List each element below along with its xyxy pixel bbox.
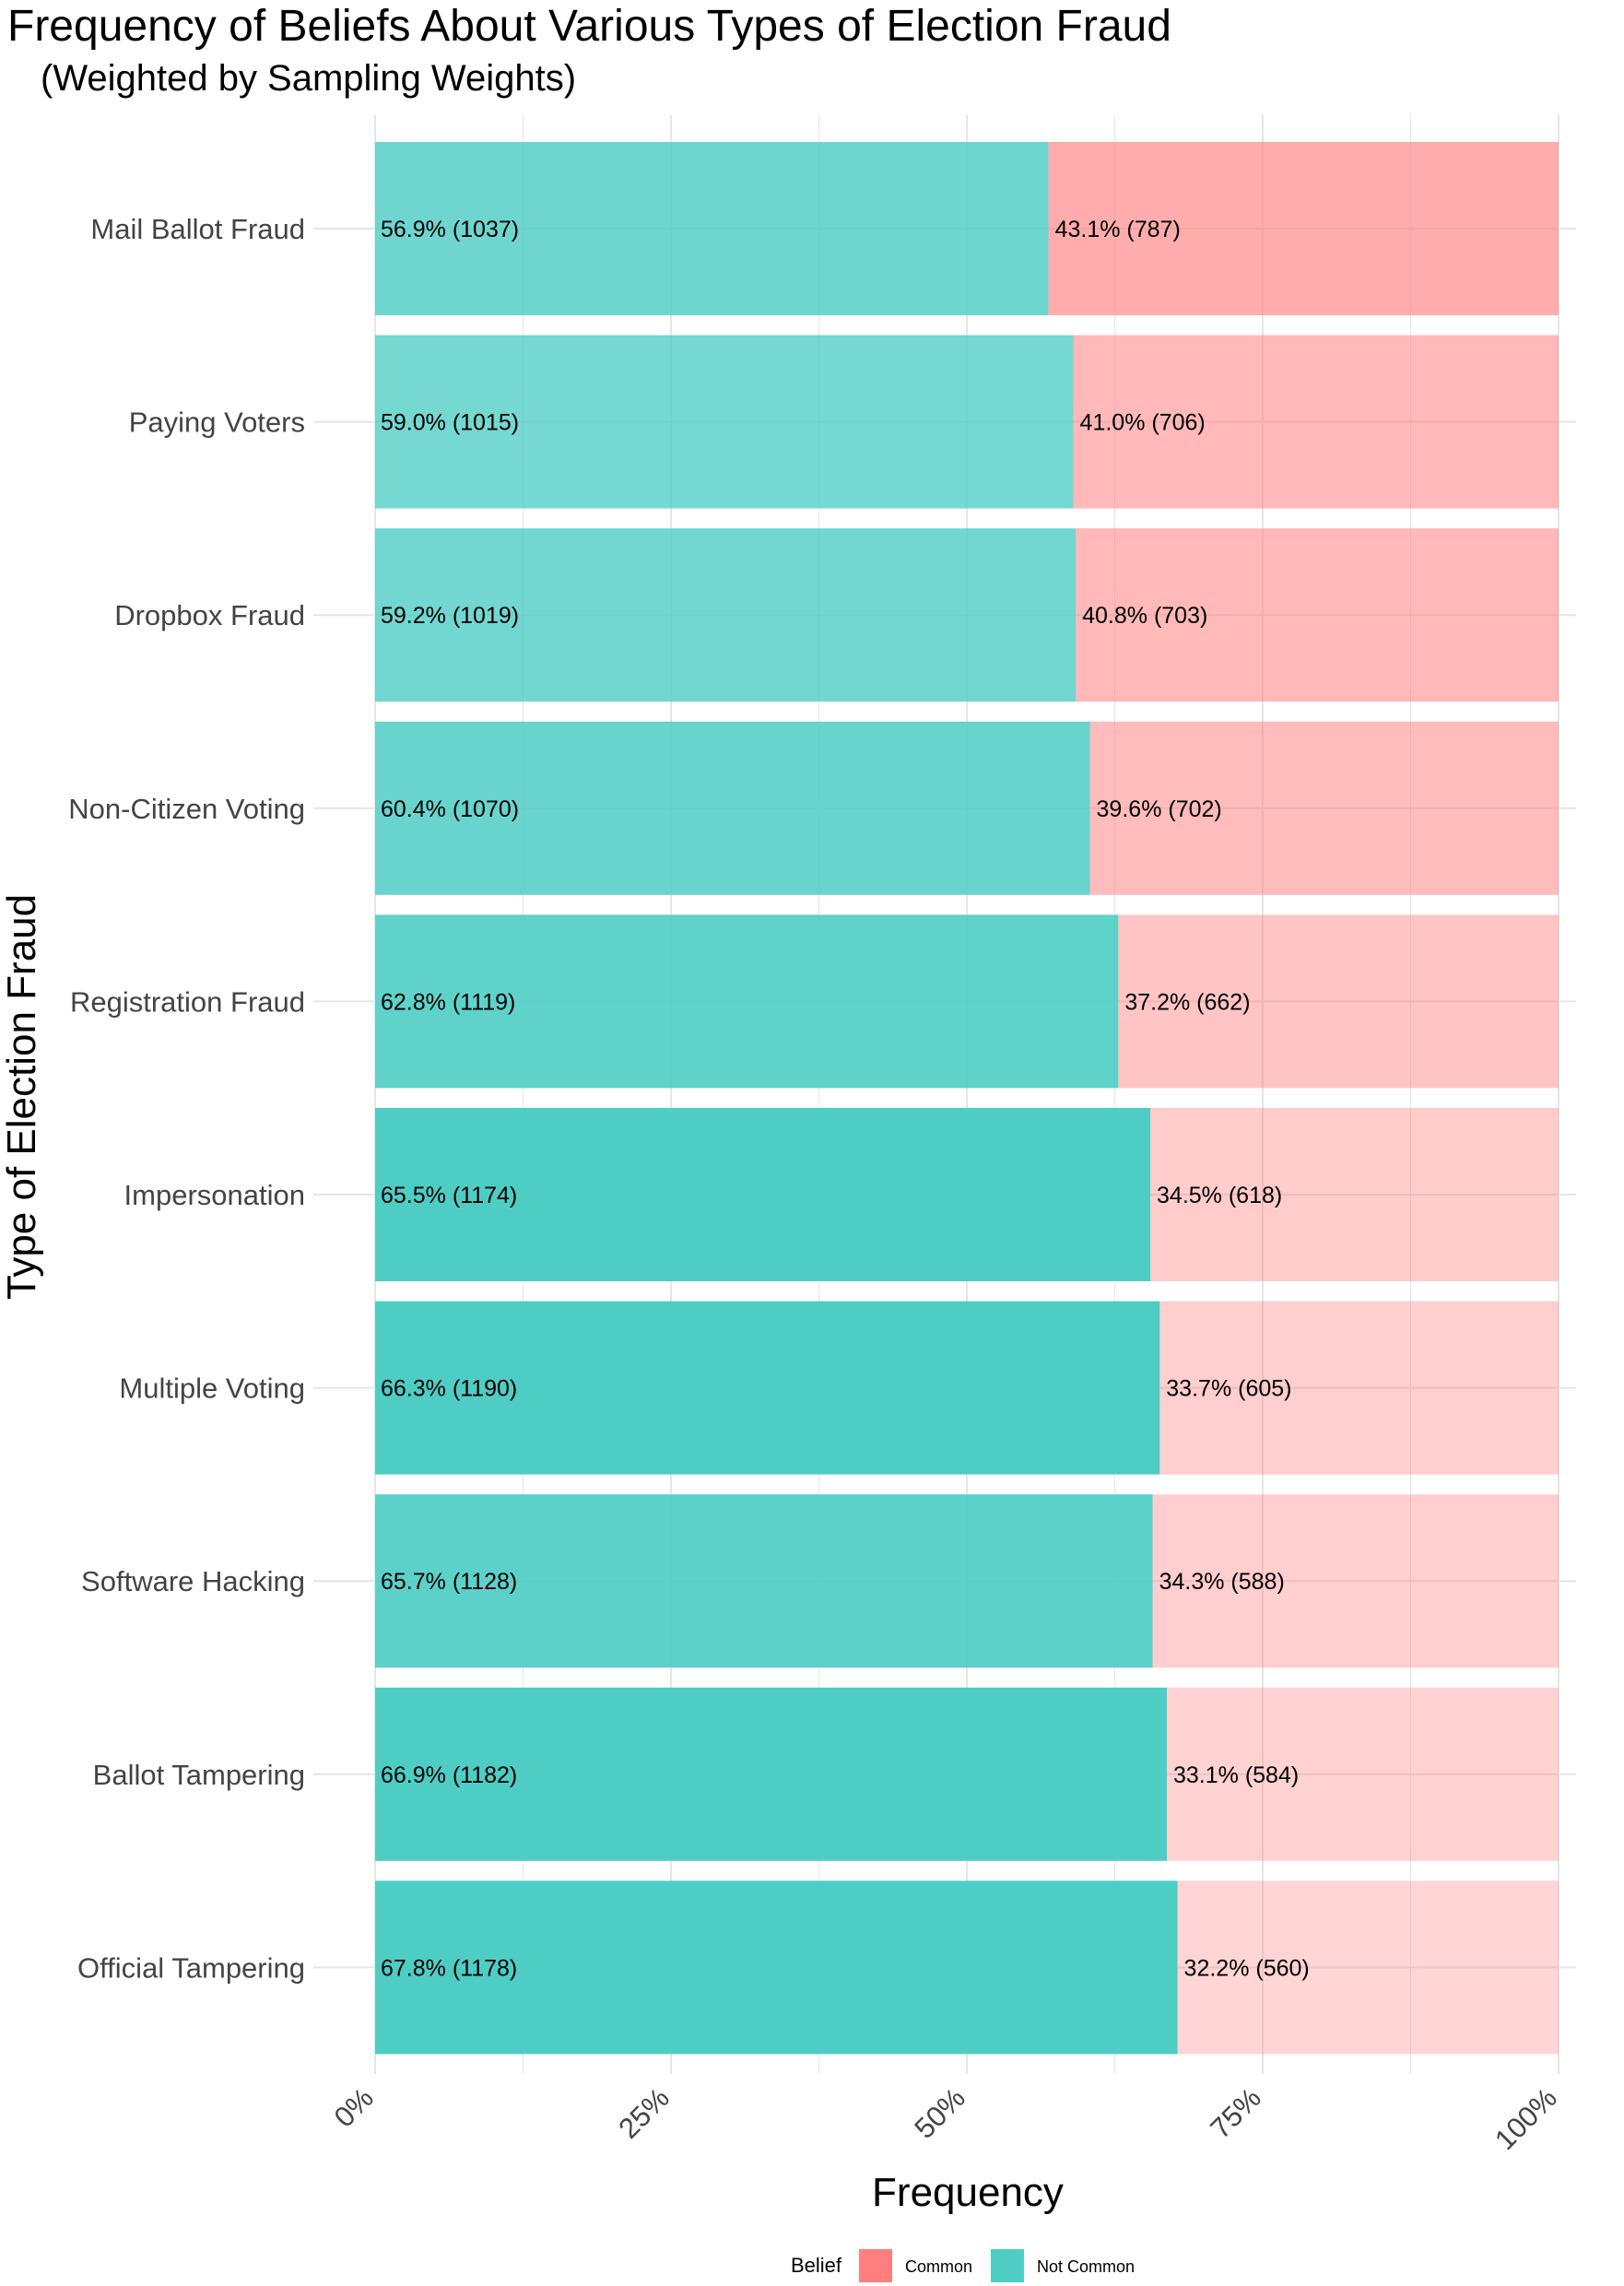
data-label-not-common: 60.4% (1070) xyxy=(381,796,519,822)
legend-swatch xyxy=(991,2249,1024,2282)
x-tick-label: 25% xyxy=(612,2081,676,2145)
data-label-common: 34.3% (588) xyxy=(1159,1569,1285,1595)
bar-common xyxy=(1166,1687,1559,1861)
bar-not-common xyxy=(375,528,1077,702)
data-label-not-common: 59.0% (1015) xyxy=(381,410,519,436)
bar-common xyxy=(1150,1108,1559,1281)
data-label-common: 43.1% (787) xyxy=(1055,217,1181,242)
data-label-common: 41.0% (706) xyxy=(1080,410,1206,436)
chart-subtitle: (Weighted by Sampling Weights) xyxy=(41,58,576,99)
data-label-common: 37.2% (662) xyxy=(1124,989,1250,1015)
data-label-not-common: 56.9% (1037) xyxy=(381,217,519,242)
bar-not-common xyxy=(375,1494,1153,1668)
bar-not-common xyxy=(375,335,1074,509)
legend-item-label: Not Common xyxy=(1037,2257,1135,2276)
category-label: Impersonation xyxy=(124,1179,305,1211)
x-axis-ticks: 0% 25% 50% 75% 100% xyxy=(328,2081,1563,2156)
data-label-not-common: 66.9% (1182) xyxy=(381,1762,517,1788)
category-labels: Mail Ballot Fraud Paying Voters Dropbox Fr… xyxy=(68,213,305,1984)
legend-swatch xyxy=(859,2249,892,2282)
bar-common xyxy=(1089,721,1559,895)
data-label-common: 33.1% (584) xyxy=(1173,1762,1299,1788)
legend-item-label: Common xyxy=(905,2257,972,2276)
bar-common xyxy=(1076,528,1559,702)
category-label: Software Hacking xyxy=(81,1565,305,1597)
bar-not-common xyxy=(375,1108,1151,1281)
x-tick-label: 50% xyxy=(908,2081,971,2145)
x-axis-title: Frequency xyxy=(872,2170,1064,2215)
bar-common xyxy=(1177,1880,1559,2055)
bar-common xyxy=(1118,914,1559,1089)
legend-title: Belief xyxy=(791,2254,842,2277)
category-label: Mail Ballot Fraud xyxy=(90,213,305,245)
data-label-not-common: 67.8% (1178) xyxy=(381,1955,517,1981)
bar-not-common xyxy=(375,914,1119,1089)
data-label-not-common: 59.2% (1019) xyxy=(381,603,519,629)
data-label-not-common: 66.3% (1190) xyxy=(381,1376,517,1402)
data-label-not-common: 65.7% (1128) xyxy=(381,1569,517,1595)
data-label-common: 40.8% (703) xyxy=(1082,603,1207,629)
category-label: Multiple Voting xyxy=(119,1373,305,1405)
legend: Belief Common Not Common xyxy=(791,2249,1135,2282)
y-axis-title: Type of Election Fraud xyxy=(0,894,44,1300)
x-tick-label: 0% xyxy=(328,2081,380,2133)
x-tick-label: 75% xyxy=(1204,2081,1267,2145)
bar-not-common xyxy=(375,142,1049,315)
category-label: Dropbox Fraud xyxy=(114,599,305,631)
data-label-not-common: 62.8% (1119) xyxy=(381,989,515,1015)
category-label: Ballot Tampering xyxy=(93,1759,305,1791)
category-label: Official Tampering xyxy=(77,1951,305,1984)
x-tick-label: 100% xyxy=(1489,2081,1563,2156)
bar-not-common xyxy=(375,1301,1160,1475)
bars: 56.9% (1037) 43.1% (787) 59.0% (1015) 41.0%… xyxy=(375,142,1559,2055)
data-label-common: 34.5% (618) xyxy=(1157,1183,1282,1208)
bar-common xyxy=(1159,1301,1559,1475)
bar-not-common xyxy=(375,1687,1167,1861)
bar-common xyxy=(1073,335,1559,509)
data-label-common: 39.6% (702) xyxy=(1097,796,1222,822)
data-label-common: 32.2% (560) xyxy=(1184,1955,1310,1981)
chart-title: Frequency of Beliefs About Various Types… xyxy=(7,2,1171,51)
bar-not-common xyxy=(375,1880,1178,2055)
category-label: Non-Citizen Voting xyxy=(68,793,305,825)
bar-not-common xyxy=(375,721,1090,895)
bar-common xyxy=(1152,1494,1559,1668)
category-label: Paying Voters xyxy=(129,407,305,439)
category-label: Registration Fraud xyxy=(70,985,305,1018)
data-label-not-common: 65.5% (1174) xyxy=(381,1183,517,1208)
bar-common xyxy=(1048,142,1559,315)
data-label-common: 33.7% (605) xyxy=(1166,1376,1291,1402)
